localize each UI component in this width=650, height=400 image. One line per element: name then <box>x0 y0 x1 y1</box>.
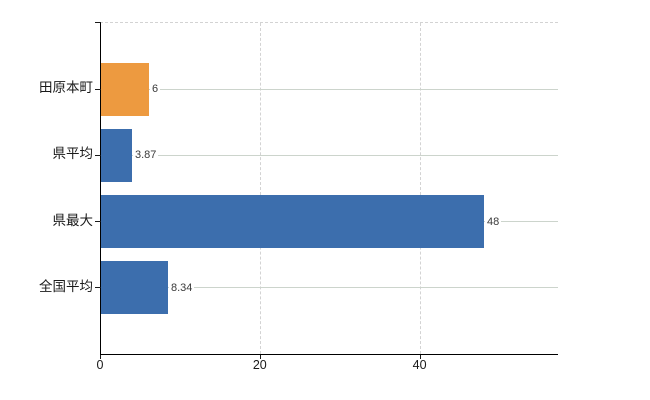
y-axis-tick <box>95 287 101 289</box>
x-axis-tick <box>420 355 421 359</box>
bar <box>101 128 132 182</box>
bar-value-label: 6 <box>150 82 161 97</box>
y-axis-tick <box>95 154 101 156</box>
x-tick-label: 0 <box>96 358 104 372</box>
x-axis-tick <box>100 355 101 359</box>
category-label: 県最大 <box>52 212 94 228</box>
bar-value-label: 3.87 <box>133 148 159 163</box>
x-tick-label: 40 <box>412 358 427 372</box>
row-gridline <box>101 154 558 156</box>
y-axis-tick <box>95 88 101 90</box>
row-gridline <box>101 88 558 90</box>
bar <box>101 195 484 249</box>
x-gridline <box>419 23 421 354</box>
x-gridline <box>259 23 261 354</box>
y-axis-tick <box>95 221 101 223</box>
row-gridline <box>101 287 558 289</box>
bar-value-label: 8.34 <box>169 280 195 295</box>
y-axis-top-tick <box>95 22 101 23</box>
plot-area: 6 3.87 48 8.34 <box>95 22 558 359</box>
x-tick-label: 20 <box>252 358 267 372</box>
bar <box>101 62 149 116</box>
bar <box>101 261 168 315</box>
category-label: 全国平均 <box>39 278 93 294</box>
x-axis-tick <box>260 355 261 359</box>
category-label: 県平均 <box>52 146 94 162</box>
bar-value-label: 48 <box>485 214 502 229</box>
category-label: 田原本町 <box>39 80 93 96</box>
